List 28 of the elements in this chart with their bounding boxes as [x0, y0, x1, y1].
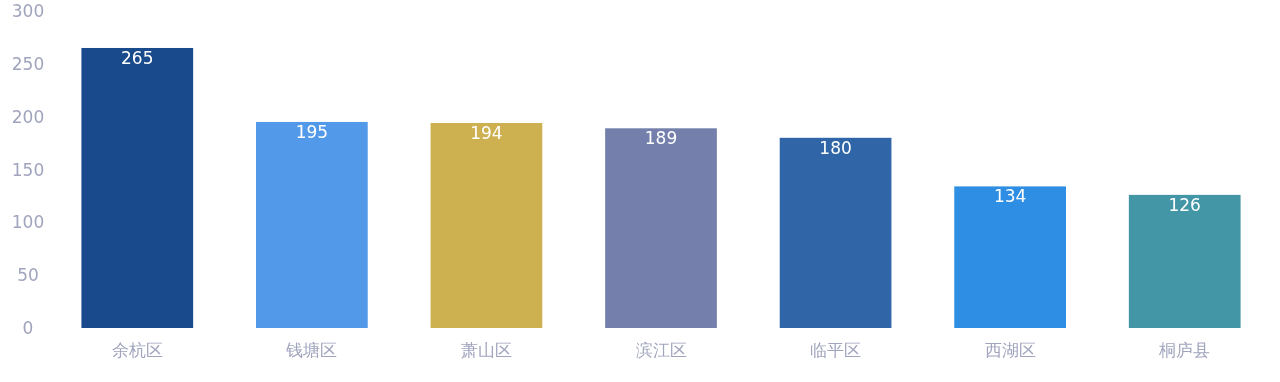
data-label: 189 [644, 128, 678, 149]
data-label: 126 [1168, 194, 1201, 215]
data-label: 134 [993, 186, 1027, 207]
data-label: 180 [819, 137, 852, 158]
data-label: 195 [295, 121, 329, 142]
x-tick-label: 钱塘区 [285, 340, 338, 360]
x-tick-label: 滨江区 [635, 340, 687, 360]
x-tick-label: 余杭区 [111, 340, 163, 360]
y-tick-label: 300 [11, 1, 45, 21]
x-tick-label: 西湖区 [984, 340, 1036, 360]
bar [1128, 194, 1241, 328]
bar [81, 47, 194, 328]
x-tick-label: 萧山区 [460, 340, 512, 360]
data-label: 265 [121, 47, 154, 68]
y-tick-label: 50 [17, 265, 39, 286]
y-tick-label: 0 [22, 318, 34, 338]
bar [605, 128, 717, 328]
y-tick-label: 150 [11, 159, 45, 180]
x-tick-label: 桐庐县 [1158, 340, 1211, 360]
y-tick-label: 100 [11, 212, 45, 233]
bar [430, 123, 543, 328]
bar [779, 137, 892, 328]
data-label: 194 [470, 123, 503, 144]
bar [255, 121, 368, 328]
x-tick-label: 临平区 [810, 340, 862, 360]
y-tick-label: 250 [11, 53, 45, 74]
bar [954, 186, 1067, 328]
y-tick-label: 200 [11, 106, 45, 127]
